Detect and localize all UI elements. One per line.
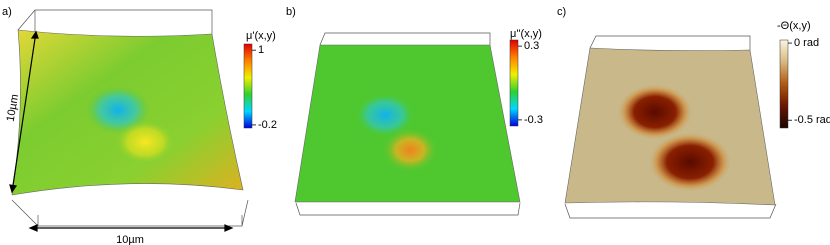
dimension-arrow: [28, 224, 234, 232]
colorbar-label: -Θ(x,y): [777, 20, 811, 32]
surface-feature: [355, 93, 415, 137]
colorbar-tick-label: 0 rad: [794, 37, 819, 49]
panel-c: [564, 35, 777, 219]
y-axis-label: 10µm: [5, 93, 22, 122]
colorbar-tick-label: 0.3: [524, 40, 539, 52]
colorbar: [509, 39, 519, 127]
colorbar-tick-label: -0.5 rad: [794, 114, 830, 126]
panel-b: [294, 32, 521, 216]
colorbar-tick-label: 1: [258, 44, 264, 56]
panel-label: b): [286, 6, 296, 18]
panel-label: a): [2, 6, 12, 18]
x-axis-label: 10µm: [116, 234, 144, 245]
colorbar: [779, 39, 789, 129]
colorbar-label: μ''(x,y): [510, 28, 542, 40]
dimension-arrow: [9, 30, 39, 194]
colorbar-label: μ'(x,y): [246, 30, 276, 42]
colorbar-tick-label: -0.2: [258, 119, 277, 131]
colorbar-tick-label: -0.3: [524, 114, 543, 126]
surface-feature: [617, 84, 693, 140]
panel-label: c): [557, 6, 566, 18]
box: [11, 9, 249, 227]
surface-feature: [382, 128, 438, 172]
colorbar: [243, 43, 253, 129]
panel-a: [9, 9, 249, 232]
surface-feature: [115, 120, 175, 164]
surface-feature: [648, 132, 732, 192]
box: [295, 32, 521, 216]
box: [564, 35, 777, 219]
